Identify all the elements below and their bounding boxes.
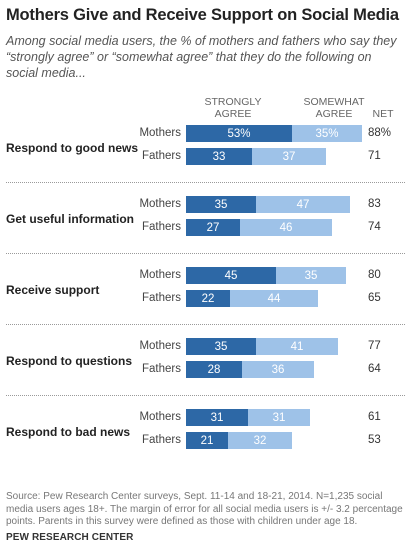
row-label-mothers: Mothers	[139, 411, 181, 423]
net-value: 88%	[368, 127, 392, 139]
category-label: Respond to bad news	[6, 425, 131, 439]
bar-somewhat-agree: 46	[240, 219, 332, 236]
category-label: Respond to good news	[6, 141, 138, 155]
bar-somewhat-agree: 31	[248, 409, 310, 426]
row-label-mothers: Mothers	[139, 198, 181, 210]
net-value: 65	[368, 292, 381, 304]
bar-somewhat-agree: 37	[252, 148, 326, 165]
bar-somewhat-agree: 41	[256, 338, 338, 355]
net-value: 61	[368, 411, 381, 423]
row-label-fathers: Fathers	[142, 434, 181, 446]
bar-somewhat-agree: 35%	[292, 125, 362, 142]
net-value: 83	[368, 198, 381, 210]
category-label: Get useful information	[6, 212, 135, 226]
row-label-fathers: Fathers	[142, 221, 181, 233]
row-label-mothers: Mothers	[139, 127, 181, 139]
bar-strongly-agree: 22	[186, 290, 230, 307]
net-value: 80	[368, 269, 381, 281]
column-header-strongly-agree: STRONGLY AGREE	[204, 96, 262, 120]
organization-credit: PEW RESEARCH CENTER	[6, 532, 134, 543]
net-value: 71	[368, 150, 381, 162]
row-label-fathers: Fathers	[142, 363, 181, 375]
row-label-fathers: Fathers	[142, 292, 181, 304]
bar-somewhat-agree: 47	[256, 196, 350, 213]
group-divider	[6, 182, 405, 183]
row-label-fathers: Fathers	[142, 150, 181, 162]
net-value: 64	[368, 363, 381, 375]
chart-title: Mothers Give and Receive Support on Soci…	[6, 6, 399, 24]
bar-strongly-agree: 31	[186, 409, 248, 426]
bar-strongly-agree: 27	[186, 219, 240, 236]
group-divider	[6, 324, 405, 325]
bar-strongly-agree: 45	[186, 267, 276, 284]
column-header-somewhat-agree: SOMEWHAT AGREE	[303, 96, 365, 120]
category-label: Receive support	[6, 283, 100, 297]
bar-strongly-agree: 35	[186, 196, 256, 213]
bar-strongly-agree: 35	[186, 338, 256, 355]
bar-somewhat-agree: 36	[242, 361, 314, 378]
bar-strongly-agree: 53%	[186, 125, 292, 142]
bar-somewhat-agree: 44	[230, 290, 318, 307]
bar-strongly-agree: 28	[186, 361, 242, 378]
row-label-mothers: Mothers	[139, 340, 181, 352]
group-divider	[6, 395, 405, 396]
row-label-mothers: Mothers	[139, 269, 181, 281]
group-divider	[6, 253, 405, 254]
source-note: Source: Pew Research Center surveys, Sep…	[6, 491, 403, 527]
net-value: 77	[368, 340, 381, 352]
bar-strongly-agree: 21	[186, 432, 228, 449]
bar-strongly-agree: 33	[186, 148, 252, 165]
chart-subtitle: Among social media users, the % of mothe…	[6, 34, 397, 80]
column-header-net: NET	[372, 108, 394, 120]
net-value: 74	[368, 221, 381, 233]
bar-somewhat-agree: 32	[228, 432, 292, 449]
bar-somewhat-agree: 35	[276, 267, 346, 284]
net-value: 53	[368, 434, 381, 446]
category-label: Respond to questions	[6, 354, 132, 368]
